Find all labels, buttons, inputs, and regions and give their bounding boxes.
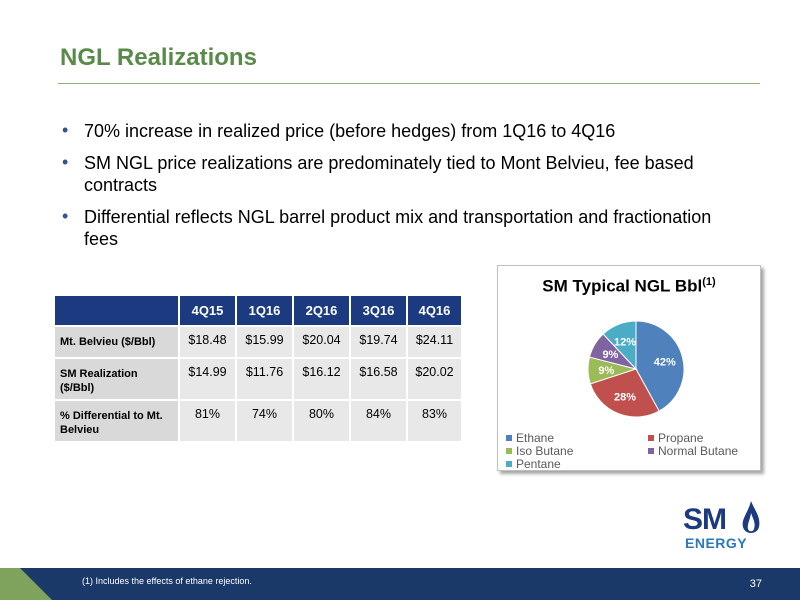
table-cell: 74% — [236, 400, 294, 443]
legend-swatch — [648, 448, 654, 454]
legend-item-propane: Propane — [648, 432, 703, 445]
bullet-icon: • — [62, 206, 69, 226]
table-header-cell: 2Q16 — [293, 296, 351, 327]
legend-item-iso-butane: Iso Butane — [506, 445, 573, 458]
table-cell: 80% — [293, 400, 351, 443]
table-row: Mt. Belvieu ($/Bbl) $18.48 $15.99 $20.04… — [55, 326, 463, 359]
table-cell: $11.76 — [236, 358, 294, 401]
flame-icon — [742, 501, 760, 533]
chart-title: SM Typical NGL Bbl(1) — [498, 276, 760, 297]
pie-data-label: 9% — [602, 349, 618, 361]
legend-label: Iso Butane — [516, 444, 574, 458]
bullet-icon: • — [62, 152, 69, 172]
pie-data-label: 42% — [654, 357, 676, 369]
bullet-text: 70% increase in realized price (before h… — [84, 121, 616, 141]
table-cell: $19.74 — [350, 326, 408, 359]
bullet-icon: • — [62, 120, 69, 140]
table-header-cell: 4Q16 — [407, 296, 463, 327]
legend-item-ethane: Ethane — [506, 432, 554, 445]
table-header-cell: 3Q16 — [350, 296, 408, 327]
chart-title-footnote-ref: (1) — [702, 276, 716, 288]
pie-data-label: 28% — [614, 392, 636, 404]
table-header-cell: 4Q15 — [179, 296, 237, 327]
bullet-text: Differential reflects NGL barrel product… — [84, 207, 712, 249]
legend-label: Ethane — [516, 431, 555, 445]
legend-swatch — [506, 448, 512, 454]
row-label: SM Realization ($/Bbl) — [55, 358, 180, 401]
table-cell: $16.58 — [350, 358, 408, 401]
table-header-cell: 1Q16 — [236, 296, 294, 327]
bullet-text: SM NGL price realizations are predominat… — [84, 153, 694, 195]
title-divider — [58, 83, 760, 84]
row-label: % Differential to Mt. Belvieu — [55, 400, 180, 443]
table-header-corner — [55, 296, 180, 327]
page-number: 37 — [749, 578, 762, 590]
footnote: (1) Includes the effects of ethane rejec… — [82, 576, 252, 586]
table-row: SM Realization ($/Bbl) $14.99 $11.76 $16… — [55, 358, 463, 401]
pie-slice-ethane — [635, 320, 685, 412]
legend-item-normal-butane: Normal Butane — [648, 445, 738, 458]
legend-swatch — [648, 435, 654, 441]
footer-accent-wedge — [0, 568, 52, 600]
table-cell: $16.12 — [293, 358, 351, 401]
table-cell: 84% — [350, 400, 408, 443]
table-row: % Differential to Mt. Belvieu 81% 74% 80… — [55, 400, 463, 443]
ngl-pie-chart: 42% 28% 9% 9% 12% SM Typical NGL Bbl(1) Etha… — [497, 265, 761, 471]
table-cell: 83% — [407, 400, 463, 443]
slide-title: NGL Realizations — [60, 44, 257, 71]
realization-table: 4Q15 1Q16 2Q16 3Q16 4Q16 Mt. Belvieu ($/… — [55, 296, 463, 443]
legend-label: Normal Butane — [658, 444, 739, 458]
sm-energy-logo: SM ENERGY — [683, 499, 763, 555]
pie-data-label: 12% — [614, 336, 636, 348]
legend-label: Pentane — [516, 457, 561, 471]
row-label: Mt. Belvieu ($/Bbl) — [55, 326, 180, 359]
table-cell: $20.04 — [293, 326, 351, 359]
table-cell: $24.11 — [407, 326, 463, 359]
legend-item-pentane: Pentane — [506, 458, 561, 471]
pie-data-label: 9% — [598, 365, 614, 377]
footer-bar: (1) Includes the effects of ethane rejec… — [0, 568, 800, 600]
pie-chart-svg: 42%28%9%9%12% — [587, 320, 685, 418]
legend-label: Propane — [658, 431, 704, 445]
pie-slice-propane — [589, 368, 660, 418]
table-cell: $18.48 — [179, 326, 237, 359]
table-cell: 81% — [179, 400, 237, 443]
bullet-list: • 70% increase in realized price (before … — [62, 120, 742, 260]
logo-sm-text: SM — [683, 503, 727, 536]
chart-title-text: SM Typical NGL Bbl — [542, 276, 703, 296]
pie-slice-pentane — [602, 320, 637, 371]
bullet-item: • 70% increase in realized price (before … — [62, 120, 742, 142]
logo-energy-text: ENERGY — [685, 535, 748, 551]
table-header-row: 4Q15 1Q16 2Q16 3Q16 4Q16 — [55, 296, 463, 327]
table-cell: $15.99 — [236, 326, 294, 359]
table-cell: $20.02 — [407, 358, 463, 401]
table-cell: $14.99 — [179, 358, 237, 401]
legend-swatch — [506, 435, 512, 441]
legend-swatch — [506, 461, 512, 467]
bullet-item: • Differential reflects NGL barrel produc… — [62, 206, 742, 250]
bullet-item: • SM NGL price realizations are predomina… — [62, 152, 742, 196]
